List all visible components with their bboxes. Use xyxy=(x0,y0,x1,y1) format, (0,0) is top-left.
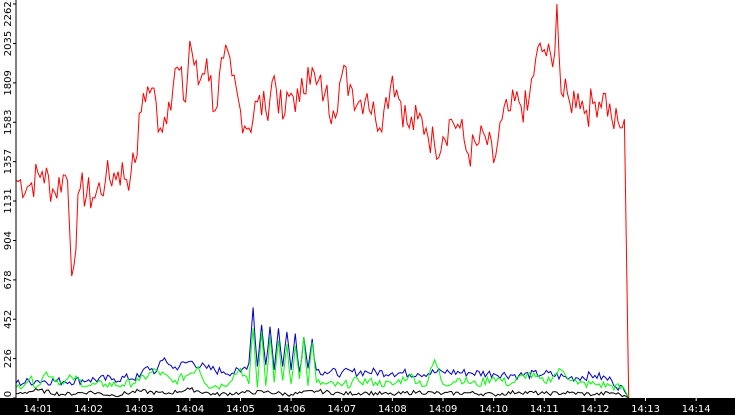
x-tick-label: 14:06 xyxy=(277,404,306,415)
y-tick-label: 2262 xyxy=(3,1,14,26)
y-tick-label: 1583 xyxy=(3,110,14,135)
x-axis-band xyxy=(0,398,735,415)
series-line-4 xyxy=(16,387,629,399)
x-tick-label: 14:08 xyxy=(378,404,407,415)
y-tick-label: 452 xyxy=(3,310,14,329)
series-line-1 xyxy=(15,3,630,399)
x-tick-label: 14:13 xyxy=(631,404,660,415)
x-tick-label: 14:10 xyxy=(479,404,508,415)
y-tick-label: 678 xyxy=(3,270,14,289)
x-tick-label: 14:09 xyxy=(429,404,458,415)
y-tick-label: 1809 xyxy=(3,70,14,95)
y-tick-label: 1357 xyxy=(3,149,14,174)
series-line-3 xyxy=(15,328,630,399)
x-tick-label: 14:04 xyxy=(175,404,204,415)
x-tick-label: 14:03 xyxy=(125,404,154,415)
y-tick-label: 1131 xyxy=(3,188,14,213)
x-tick-label: 14:01 xyxy=(24,404,53,415)
x-tick-label: 14:12 xyxy=(580,404,609,415)
y-tick-label: 0 xyxy=(3,391,14,397)
x-tick-label: 14:14 xyxy=(682,404,711,415)
x-tick-label: 14:02 xyxy=(74,404,103,415)
x-tick-label: 14:07 xyxy=(327,404,356,415)
series-line-2 xyxy=(15,307,630,399)
y-tick-label: 226 xyxy=(3,349,14,368)
y-tick-label: 2035 xyxy=(3,31,14,56)
x-tick-label: 14:11 xyxy=(530,404,559,415)
y-tick-label: 904 xyxy=(3,231,14,250)
series-layer xyxy=(15,3,630,399)
x-tick-label: 14:05 xyxy=(226,404,255,415)
